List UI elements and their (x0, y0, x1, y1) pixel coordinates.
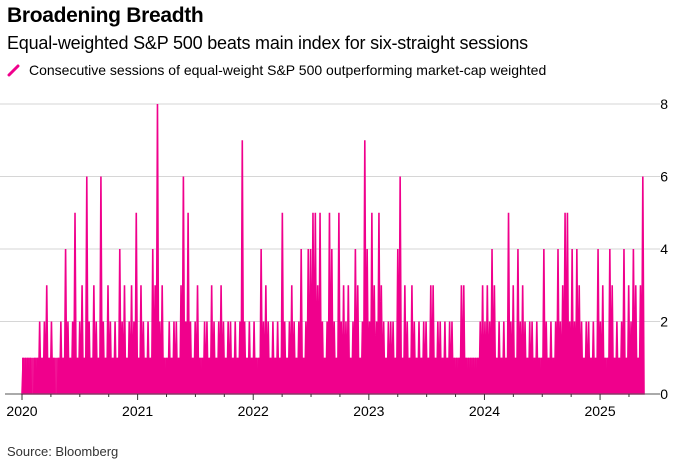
x-tick-label: 2023 (353, 403, 384, 419)
chart-subtitle: Equal-weighted S&P 500 beats main index … (7, 33, 528, 53)
y-tick-label: 6 (660, 169, 668, 185)
chart-area: 0 2 4 6 8 2020 2021 2022 2023 2024 2025 (0, 96, 668, 419)
y-tick-label: 4 (660, 241, 668, 257)
x-tick-label: 2022 (238, 403, 269, 419)
legend-label: Consecutive sessions of equal-weight S&P… (29, 62, 547, 78)
y-tick-label: 2 (660, 314, 668, 330)
y-tick-label: 0 (660, 386, 668, 402)
x-tick-label: 2020 (6, 403, 37, 419)
series-base-band (22, 357, 644, 394)
legend: Consecutive sessions of equal-weight S&P… (7, 62, 546, 78)
chart-title: Broadening Breadth (7, 4, 204, 27)
source-note: Source: Bloomberg (7, 444, 119, 459)
legend-swatch-icon (7, 64, 20, 77)
y-tick-label: 8 (660, 96, 668, 112)
x-tick-label: 2021 (122, 403, 153, 419)
x-tick-label: 2025 (584, 403, 615, 419)
x-tick-label: 2024 (469, 403, 500, 419)
